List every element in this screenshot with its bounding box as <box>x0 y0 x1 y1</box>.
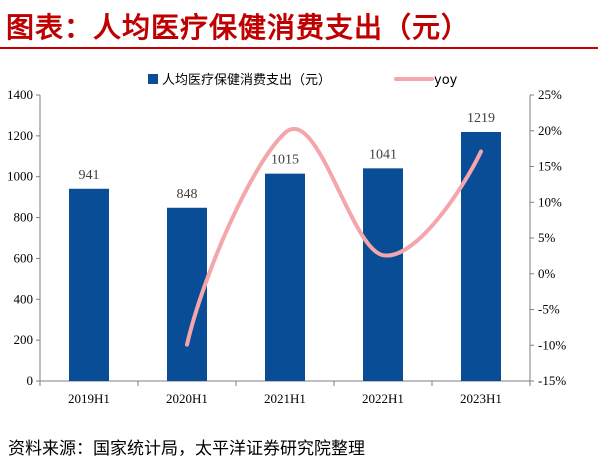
figure-title: 图表：人均医疗保健消费支出（元） <box>6 11 471 44</box>
right-axis-tick-label: 10% <box>538 194 562 209</box>
source-note: 资料来源：国家统计局，太平洋证券研究院整理 <box>8 439 365 459</box>
bar-data-label: 1015 <box>271 153 299 168</box>
left-axis-tick-label: 200 <box>14 332 34 347</box>
left-axis-tick-label: 0 <box>27 373 34 388</box>
left-axis-tick-label: 800 <box>14 210 34 225</box>
left-axis-tick-label: 1200 <box>7 128 33 143</box>
bar <box>69 188 109 381</box>
right-axis-tick-label: -15% <box>538 373 566 388</box>
right-axis-tick-label: 0% <box>538 266 556 281</box>
bar <box>363 168 403 381</box>
data-labels-layer: 941 848 1015 1041 1219 <box>79 111 496 202</box>
x-axis-tick-label: 2019H1 <box>68 391 110 406</box>
bar-data-label: 1041 <box>369 147 397 162</box>
legend: 人均医疗保健消费支出（元） yoy <box>148 73 458 88</box>
x-axis-tick-label: 2020H1 <box>166 391 208 406</box>
title-underline <box>0 47 598 49</box>
yoy-line-layer <box>185 127 483 347</box>
axes-layer: 0 200 400 600 800 1000 1200 1400 -15% -10% -5% 0% 5%… <box>7 87 566 406</box>
x-axis-tick-label: 2022H1 <box>362 391 404 406</box>
legend-label-bar: 人均医疗保健消费支出（元） <box>162 73 331 88</box>
bar <box>265 173 305 381</box>
right-axis-tick-label: -5% <box>538 302 560 317</box>
legend-swatch-bar <box>148 74 158 84</box>
bars-layer <box>69 131 501 381</box>
right-axis-tick-label: 5% <box>538 230 556 245</box>
left-axis-tick-label: 1400 <box>7 87 33 102</box>
left-axis-tick-label: 400 <box>14 291 34 306</box>
right-axis-tick-label: 20% <box>538 123 562 138</box>
bar-data-label: 1219 <box>467 111 495 126</box>
bar <box>461 131 501 381</box>
x-axis-tick-label: 2023H1 <box>460 391 502 406</box>
x-axis-tick-label: 2021H1 <box>264 391 306 406</box>
bar-data-label: 848 <box>177 187 198 202</box>
left-axis-tick-label: 1000 <box>7 169 33 184</box>
left-axis-tick-label: 600 <box>14 250 34 265</box>
right-axis-tick-label: 25% <box>538 87 562 102</box>
right-axis-tick-label: 15% <box>538 159 562 174</box>
bar-data-label: 941 <box>79 168 100 183</box>
right-axis-tick-label: -10% <box>538 337 566 352</box>
yoy-line <box>185 127 483 347</box>
legend-label-yoy: yoy <box>434 73 458 88</box>
